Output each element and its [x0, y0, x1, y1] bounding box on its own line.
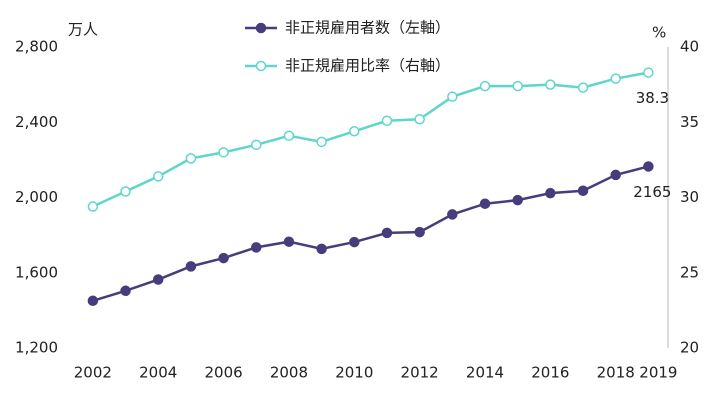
point: [512, 194, 523, 206]
y2-tick-label: 20: [680, 339, 699, 357]
x-tick-label: 2012: [401, 364, 439, 382]
x-tick-label: 2004: [139, 364, 177, 382]
x-tick-label: 2002: [74, 364, 112, 382]
x-tick-label: 2019: [639, 364, 677, 382]
data-label: 2165: [633, 183, 671, 201]
x-tick-label: 2006: [204, 364, 242, 382]
point: [447, 209, 458, 220]
point: [316, 136, 327, 148]
point: [512, 80, 523, 92]
point: [381, 227, 393, 239]
point: [610, 73, 621, 84]
y2-tick-label: 30: [680, 188, 699, 206]
x-tick-label: 2014: [466, 364, 504, 382]
y2-tick-label: 35: [680, 113, 699, 131]
point: [643, 161, 654, 172]
legend-label: 非正規雇用比率（右軸）: [285, 57, 450, 75]
point: [414, 113, 425, 125]
point: [349, 236, 360, 248]
data-label: 38.3: [636, 89, 669, 107]
point: [349, 126, 360, 137]
point: [610, 169, 621, 181]
point: [479, 80, 491, 92]
point: [316, 243, 327, 255]
point: [479, 198, 491, 209]
point: [251, 242, 262, 253]
x-tick-label: 2010: [335, 364, 373, 382]
point: [414, 226, 425, 238]
y-tick-label: 2,400: [15, 113, 58, 131]
point: [577, 185, 589, 196]
y-tick-label: 2,800: [15, 38, 58, 56]
point: [87, 201, 99, 212]
point: [283, 130, 295, 142]
y2-tick-label: 40: [680, 38, 699, 56]
point: [218, 252, 229, 264]
point: [120, 285, 131, 297]
point: [577, 82, 589, 93]
y2-tick-label: 25: [680, 263, 699, 281]
point: [185, 153, 197, 164]
y2-unit-label: %: [652, 24, 666, 42]
y-tick-label: 1,600: [15, 263, 58, 281]
x-tick-label: 2008: [270, 364, 308, 382]
y-unit-label: 万人: [68, 21, 98, 39]
point: [152, 171, 164, 182]
legend-marker: [255, 22, 267, 34]
series-line: [92, 71, 649, 208]
legend-label: 非正規雇用者数（左軸）: [285, 19, 450, 37]
point: [152, 274, 164, 285]
series-line: [92, 165, 649, 302]
point: [447, 91, 458, 102]
point: [381, 115, 393, 126]
point: [218, 147, 229, 158]
point: [185, 261, 197, 272]
y-tick-label: 2,000: [15, 188, 58, 206]
point: [251, 139, 262, 151]
point: [120, 186, 131, 197]
point: [643, 67, 654, 78]
point: [545, 187, 556, 199]
point: [545, 79, 556, 90]
point: [283, 236, 295, 247]
point: [87, 295, 99, 307]
x-tick-label: 2018: [597, 364, 635, 382]
legend-marker: [255, 60, 267, 72]
x-tick-label: 2016: [531, 364, 569, 382]
y-tick-label: 1,200: [15, 339, 58, 357]
